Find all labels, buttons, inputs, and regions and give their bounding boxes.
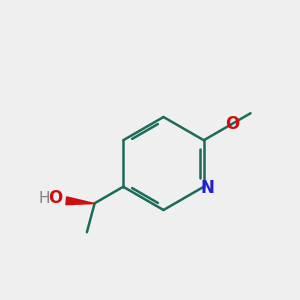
Text: N: N bbox=[200, 179, 214, 197]
Text: O: O bbox=[225, 115, 239, 133]
Text: H: H bbox=[38, 191, 50, 206]
Polygon shape bbox=[66, 197, 94, 205]
Text: O: O bbox=[48, 189, 62, 207]
